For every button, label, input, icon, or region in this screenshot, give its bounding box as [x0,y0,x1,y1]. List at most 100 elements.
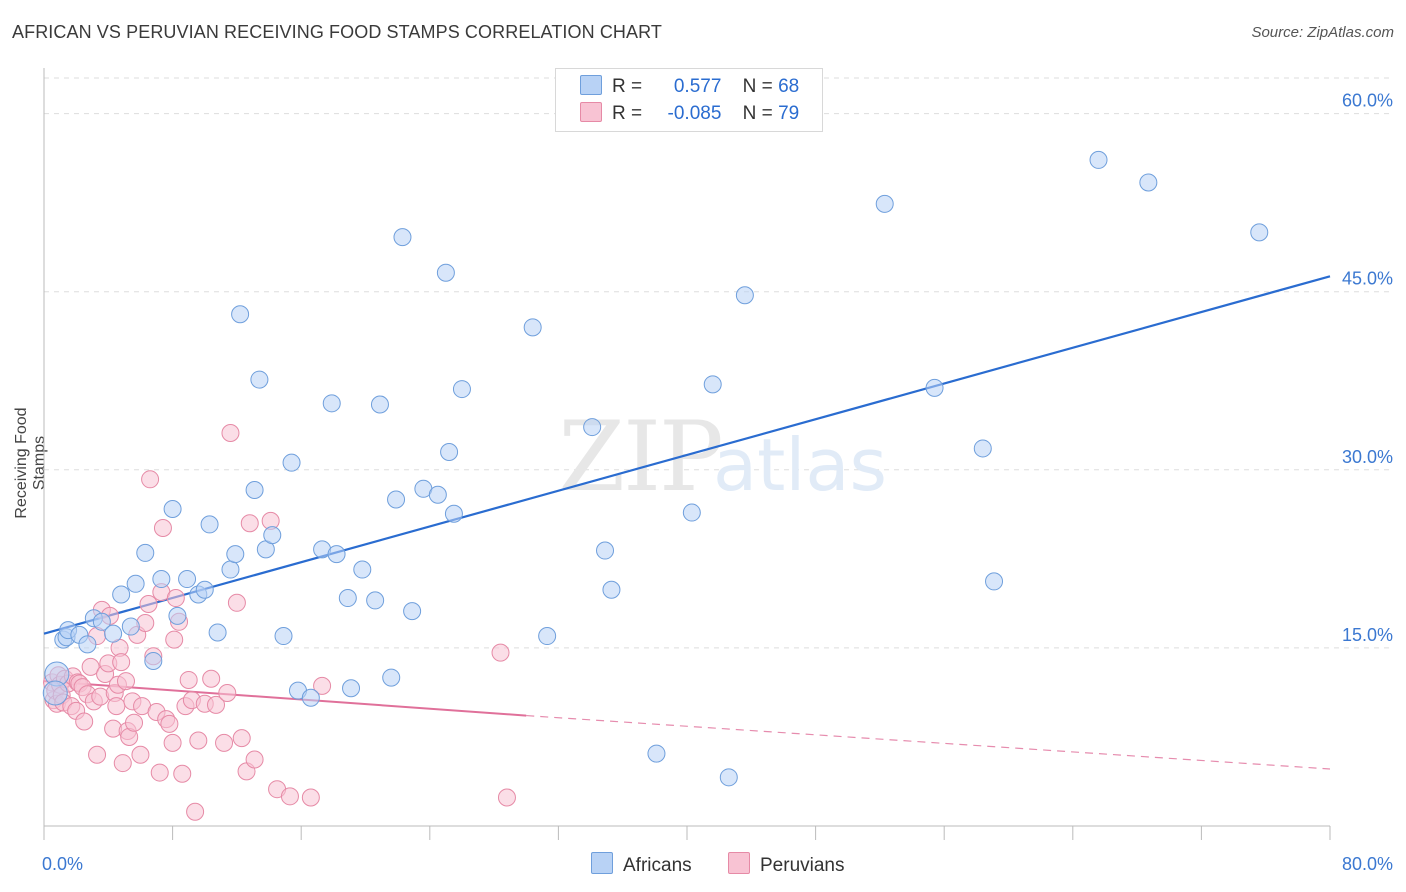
african-point [301,688,320,707]
bottom-legend-africans: Africans [591,852,692,877]
africans-trend-line [43,275,1331,635]
peruvian-point [163,733,182,752]
peruvian-point [113,754,132,773]
african-point [452,380,471,399]
african-point [274,627,293,646]
peruvian-point [88,745,107,764]
peruvian-point [150,763,169,782]
peruvians-trend-line-extended [526,714,1331,770]
peruvian-point [227,593,246,612]
peruvian-point [75,712,94,731]
peruvian-point [125,713,144,732]
african-point [682,503,701,522]
africans-n-value: 68 [778,76,800,97]
african-point [136,543,155,562]
peruvian-point [221,424,240,443]
african-point [327,545,346,564]
peruvians-n-value: 79 [778,103,800,124]
african-point [428,485,447,504]
y-tick-label: 45.0% [1342,269,1393,289]
grid-lines [44,77,1392,649]
african-point [925,378,944,397]
peruvian-point [166,589,185,608]
african-point [583,418,602,437]
peruvian-point [280,787,299,806]
bottom-africans-label: Africans [623,855,692,876]
x-tick-label-max: 80.0% [1342,854,1393,874]
african-point [200,515,219,534]
peruvian-point [107,697,126,716]
african-point [144,651,163,670]
african-point [366,591,385,610]
trend-lines [43,275,1331,770]
african-point [195,580,214,599]
african-point [112,585,131,604]
african-point [719,768,738,787]
correlation-legend: R = 0.577 N = 68 R = -0.085 N = 79 [555,68,823,132]
peruvian-point [313,676,332,695]
african-point [596,541,615,560]
peruvian-point [139,594,158,613]
african-point [121,617,140,636]
african-point [1250,223,1269,242]
legend-row-africans: R = 0.577 N = 68 [580,75,799,99]
watermark-atlas: atlas [713,423,887,507]
peruvian-point [245,750,264,769]
african-point [78,635,97,654]
peruvians-r-value: -0.085 [667,103,722,124]
africans-n-label: N = [742,76,773,97]
data-points [42,150,1269,821]
peruvian-point [189,731,208,750]
african-point [338,589,357,608]
african-point [353,560,372,579]
african-point [231,305,250,324]
peruvians-r-label: R = [612,103,643,124]
peruvians-n-label: N = [742,103,773,124]
africans-r-label: R = [612,76,643,97]
peruvian-point [207,695,226,714]
african-point [973,439,992,458]
african-point [42,680,68,706]
african-point [538,627,557,646]
african-point [126,574,145,593]
african-point [735,286,754,305]
peruvian-point [491,643,510,662]
africans-r-value: 0.577 [673,76,722,97]
tick-labels: 15.0% 30.0% 45.0% 60.0% 0.0% 80.0% [42,91,1393,874]
african-point [440,443,459,461]
african-point [1089,150,1108,169]
peruvian-point [186,802,205,821]
african-point [602,580,621,599]
african-point [104,624,123,643]
peruvian-point [202,669,221,688]
african-point [250,370,269,389]
peruvian-point [112,653,131,672]
african-point [282,453,301,472]
bottom-peruvians-swatch [728,852,750,874]
african-point [1139,173,1158,192]
african-point [370,395,389,414]
peruvian-point [179,670,198,689]
african-point [647,744,666,763]
peruvian-point [116,672,135,691]
african-point [221,560,240,579]
african-point [523,318,542,337]
african-point [342,679,361,698]
peruvian-point [165,630,184,649]
peruvian-point [218,684,237,703]
african-point [178,570,197,589]
bottom-africans-swatch [591,852,613,874]
peruvian-point [131,745,150,764]
watermark-zip: ZIP [558,401,721,513]
bottom-peruvians-label: Peruvians [760,855,845,876]
legend-row-peruvians: R = -0.085 N = 79 [580,102,799,126]
african-point [226,545,245,564]
african-point [152,570,171,589]
y-tick-label: 30.0% [1342,447,1393,467]
african-point [322,394,341,413]
peruvian-point [240,514,259,533]
axes [43,68,1331,840]
african-point [168,606,187,625]
